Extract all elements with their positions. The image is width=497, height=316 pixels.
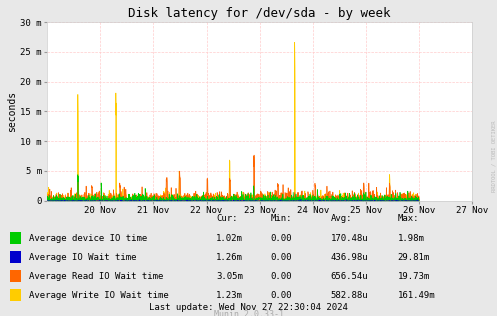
- Text: Munin 2.0.33-1: Munin 2.0.33-1: [214, 310, 283, 316]
- Text: RRDTOOL / TOBI OETIKER: RRDTOOL / TOBI OETIKER: [491, 120, 496, 191]
- Text: 1.98m: 1.98m: [398, 234, 424, 243]
- Text: Min:: Min:: [271, 214, 292, 223]
- Text: Max:: Max:: [398, 214, 419, 223]
- Text: 170.48u: 170.48u: [331, 234, 368, 243]
- Title: Disk latency for /dev/sda - by week: Disk latency for /dev/sda - by week: [128, 7, 391, 20]
- Text: 582.88u: 582.88u: [331, 291, 368, 300]
- Text: 1.23m: 1.23m: [216, 291, 243, 300]
- Text: Last update: Wed Nov 27 22:30:04 2024: Last update: Wed Nov 27 22:30:04 2024: [149, 303, 348, 312]
- Text: 1.26m: 1.26m: [216, 253, 243, 262]
- Text: Average device IO time: Average device IO time: [29, 234, 147, 243]
- Text: 3.05m: 3.05m: [216, 272, 243, 281]
- Text: 656.54u: 656.54u: [331, 272, 368, 281]
- Text: 0.00: 0.00: [271, 272, 292, 281]
- Text: 0.00: 0.00: [271, 234, 292, 243]
- Text: 1.02m: 1.02m: [216, 234, 243, 243]
- Text: 436.98u: 436.98u: [331, 253, 368, 262]
- Text: Average IO Wait time: Average IO Wait time: [29, 253, 136, 262]
- Text: 19.73m: 19.73m: [398, 272, 430, 281]
- Text: 161.49m: 161.49m: [398, 291, 435, 300]
- Text: 0.00: 0.00: [271, 291, 292, 300]
- Text: Average Write IO Wait time: Average Write IO Wait time: [29, 291, 168, 300]
- Text: Avg:: Avg:: [331, 214, 352, 223]
- Text: 0.00: 0.00: [271, 253, 292, 262]
- Text: 29.81m: 29.81m: [398, 253, 430, 262]
- Text: Cur:: Cur:: [216, 214, 238, 223]
- Y-axis label: seconds: seconds: [7, 91, 17, 132]
- Text: Average Read IO Wait time: Average Read IO Wait time: [29, 272, 163, 281]
